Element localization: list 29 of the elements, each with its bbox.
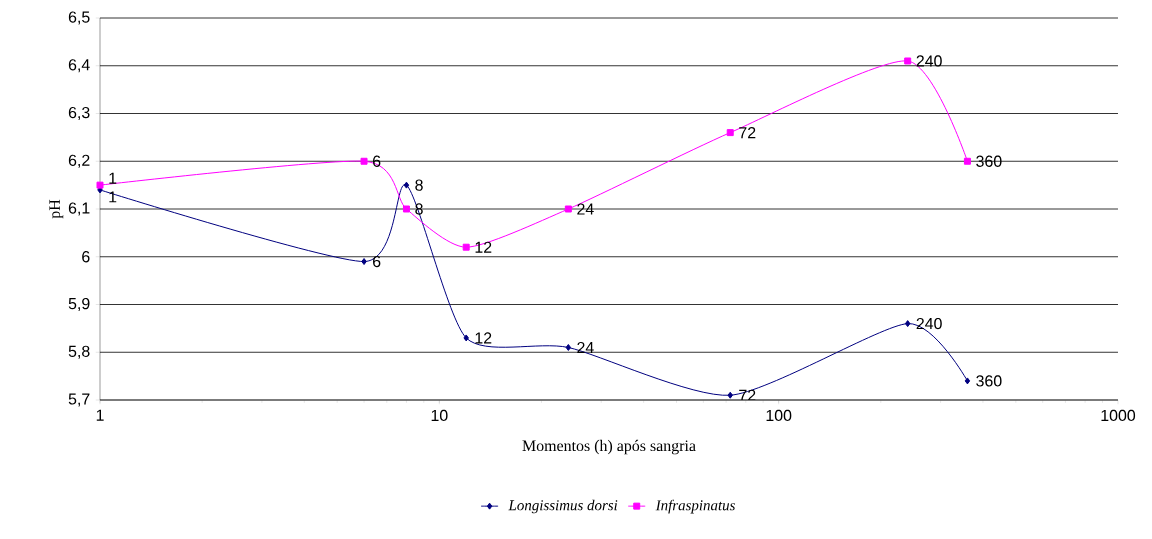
y-tick-label: 5,7: [68, 393, 90, 407]
x-tick-label: 10: [431, 409, 448, 422]
y-tick-label: 6: [82, 251, 90, 263]
annotation: 8: [415, 179, 423, 191]
annotation: 12: [475, 241, 492, 253]
y-tick-label: 6,2: [68, 154, 90, 168]
x-tick-label: 1: [96, 409, 104, 421]
annotation: 6: [373, 255, 381, 268]
annotation: 1: [109, 172, 117, 184]
x-tick-label: 100: [766, 409, 792, 422]
y-tick-label: 6,1: [68, 202, 90, 216]
annotation: 360: [976, 375, 1002, 387]
y-axis-title: pH: [49, 199, 64, 219]
legend-label: Infraspinatus: [655, 499, 735, 514]
annotation: 1: [109, 191, 117, 203]
annotation: 24: [577, 341, 594, 354]
y-tick-label: 5,9: [68, 297, 90, 312]
y-tick-label: 5,8: [68, 345, 90, 359]
annotation: 72: [739, 127, 756, 139]
y-tick-label: 6,4: [68, 59, 90, 73]
y-tick-label: 6,5: [68, 11, 90, 25]
annotation: 240: [916, 317, 942, 330]
legend-label: Longissimus dorsi: [508, 499, 618, 514]
x-tick-label: 1000: [1101, 409, 1136, 422]
annotation: 24: [577, 203, 594, 215]
annotation: 240: [916, 55, 942, 67]
x-axis-title: Momentos (h) após sangria: [522, 439, 696, 455]
annotation: 12: [475, 332, 492, 344]
y-tick-label: 6,3: [68, 106, 90, 121]
